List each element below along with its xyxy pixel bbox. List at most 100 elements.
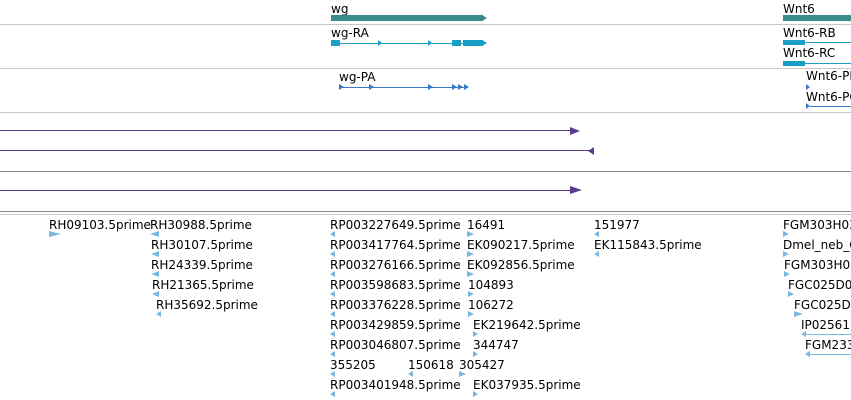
est-feature-arrow[interactable] <box>330 371 335 377</box>
alignment-line[interactable] <box>0 150 590 151</box>
est-feature-arrow[interactable] <box>156 311 161 317</box>
est-feature-arrow[interactable] <box>330 251 335 257</box>
track-separator <box>0 171 851 172</box>
protein-exon-arrow[interactable] <box>339 84 344 90</box>
est-label[interactable]: 344747 <box>473 338 519 352</box>
est-feature-arrow[interactable] <box>49 231 61 237</box>
est-feature-arrow[interactable] <box>330 231 335 237</box>
gene-bar-wnt6[interactable] <box>783 15 851 21</box>
est-label[interactable]: 106272 <box>468 298 514 312</box>
est-label[interactable]: RP003376228.5prime <box>330 298 461 312</box>
est-feature-arrow[interactable] <box>330 291 335 297</box>
est-feature-arrow[interactable] <box>783 231 789 237</box>
est-feature-arrow[interactable] <box>467 231 474 237</box>
est-feature-arrow[interactable] <box>467 251 474 257</box>
est-label[interactable]: FGC025D0 <box>794 298 851 312</box>
est-feature-arrow[interactable] <box>805 351 810 357</box>
est-label[interactable]: FGM303H03 <box>784 258 851 272</box>
alignment-end-marker <box>588 147 594 155</box>
est-feature-arrow[interactable] <box>330 331 335 337</box>
transcript-exon[interactable] <box>783 40 805 45</box>
gene-label-wg[interactable]: wg <box>331 2 349 16</box>
est-label[interactable]: EK092856.5prime <box>467 258 575 272</box>
est-label[interactable]: RP003276166.5prime <box>330 258 461 272</box>
est-label[interactable]: RH09103.5prime <box>49 218 151 232</box>
est-feature-arrow[interactable] <box>408 371 413 377</box>
est-feature-arrow[interactable] <box>468 311 474 317</box>
transcript-exon[interactable] <box>331 40 340 46</box>
gene-label-wnt6[interactable]: Wnt6 <box>783 2 815 16</box>
est-feature-arrow[interactable] <box>330 311 335 317</box>
est-feature-arrow[interactable] <box>151 251 159 257</box>
transcript-exon[interactable] <box>463 40 483 46</box>
est-label[interactable]: 355205 <box>330 358 376 372</box>
est-label[interactable]: RH21365.5prime <box>152 278 254 292</box>
transcript-label-wg-ra[interactable]: wg-RA <box>331 26 369 40</box>
est-label[interactable]: RH24339.5prime <box>151 258 253 272</box>
est-label[interactable]: EK090217.5prime <box>467 238 575 252</box>
est-feature-arrow[interactable] <box>467 271 474 277</box>
est-label[interactable]: 305427 <box>459 358 505 372</box>
est-label[interactable]: RH30107.5prime <box>151 238 253 252</box>
est-feature-arrow[interactable] <box>152 291 159 297</box>
protein-label-wnt6-pc[interactable]: Wnt6-PC <box>806 90 851 104</box>
transcript-exon[interactable] <box>452 40 461 46</box>
est-label[interactable]: 151977 <box>594 218 640 232</box>
est-label[interactable]: IP02561 <box>801 318 850 332</box>
est-feature-arrow[interactable] <box>473 391 478 397</box>
track-separator <box>0 24 851 25</box>
est-feature-arrow[interactable] <box>473 351 478 357</box>
transcript-label-wnt6-rb[interactable]: Wnt6-RB <box>783 26 836 40</box>
est-feature-arrow[interactable] <box>151 271 159 277</box>
est-feature-arrow[interactable] <box>594 231 599 237</box>
est-feature-arrow[interactable] <box>794 311 803 317</box>
est-feature-arrow[interactable] <box>330 391 335 397</box>
est-label[interactable]: FGM303H03 <box>783 218 851 232</box>
est-label[interactable]: RP003598683.5prime <box>330 278 461 292</box>
protein-exon-arrow[interactable] <box>428 84 433 90</box>
est-feature-arrow[interactable] <box>330 271 335 277</box>
est-label[interactable]: 16491 <box>467 218 506 232</box>
gene-strand-arrow <box>482 15 487 21</box>
transcript-exon[interactable] <box>783 61 805 66</box>
est-feature-arrow[interactable] <box>784 271 790 277</box>
est-label[interactable]: FGM233 <box>805 338 851 352</box>
protein-exon-arrow[interactable] <box>806 84 810 90</box>
protein-label-wg-pa[interactable]: wg-PA <box>339 70 376 84</box>
protein-exon-arrow[interactable] <box>452 84 457 90</box>
alignment-line[interactable] <box>0 130 572 131</box>
est-feature-arrow[interactable] <box>801 331 806 337</box>
alignment-line[interactable] <box>0 190 573 191</box>
protein-exon-arrow[interactable] <box>458 84 463 90</box>
est-label[interactable]: EK037935.5prime <box>473 378 581 392</box>
est-label[interactable]: RP003227649.5prime <box>330 218 461 232</box>
est-label[interactable]: RP003401948.5prime <box>330 378 461 392</box>
est-label[interactable]: RP003417764.5prime <box>330 238 461 252</box>
protein-exon-arrow[interactable] <box>806 103 810 109</box>
est-label[interactable]: RP003046807.5prime <box>330 338 461 352</box>
est-feature-arrow[interactable] <box>473 331 478 337</box>
transcript-label-wnt6-rc[interactable]: Wnt6-RC <box>783 46 836 60</box>
est-feature-arrow[interactable] <box>459 371 466 377</box>
protein-exon-arrow[interactable] <box>464 84 469 90</box>
est-label[interactable]: RH35692.5prime <box>156 298 258 312</box>
protein-label-wnt6-pb[interactable]: Wnt6-PB <box>806 69 851 83</box>
est-label[interactable]: EK115843.5prime <box>594 238 702 252</box>
est-feature-arrow[interactable] <box>330 351 335 357</box>
est-feature-arrow[interactable] <box>788 291 794 297</box>
est-label[interactable]: Dmel_neb_C <box>783 238 851 252</box>
est-label[interactable]: 104893 <box>468 278 514 292</box>
est-label[interactable]: EK219642.5prime <box>473 318 581 332</box>
est-label[interactable]: RH30988.5prime <box>150 218 252 232</box>
est-feature-arrow[interactable] <box>783 251 789 257</box>
est-feature-arrow[interactable] <box>468 291 474 297</box>
gene-bar-wg[interactable] <box>331 15 483 21</box>
protein-exon-arrow[interactable] <box>369 84 374 90</box>
intron-arrow <box>378 40 382 46</box>
est-label[interactable]: RP003429859.5prime <box>330 318 461 332</box>
est-label[interactable]: 150618 <box>408 358 454 372</box>
est-label[interactable]: FGC025D0 <box>788 278 851 292</box>
est-feature-arrow[interactable] <box>150 231 159 237</box>
est-feature-arrow[interactable] <box>594 251 599 257</box>
